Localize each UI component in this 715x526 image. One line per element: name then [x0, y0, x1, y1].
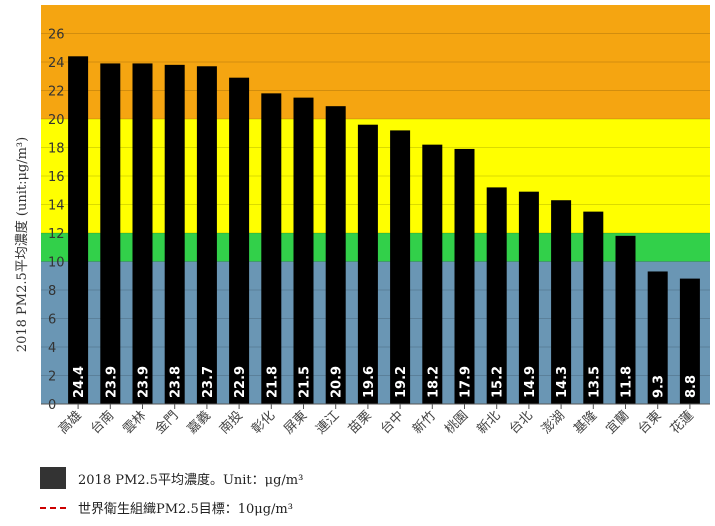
bars	[68, 56, 700, 405]
legend-label-bar-series: 2018 PM2.5平均濃度。Unit：μg/m³	[78, 472, 304, 488]
bar-宜蘭[interactable]	[615, 235, 636, 404]
bar-新竹[interactable]	[422, 144, 443, 404]
x-tick-label: 高雄	[55, 408, 85, 438]
bar-基隆[interactable]	[583, 211, 604, 404]
x-tick-label: 桃園	[442, 408, 471, 437]
bar-value-label: 15.2	[491, 366, 506, 398]
x-tick-label: 台南	[87, 408, 117, 438]
x-tick-label: 苗栗	[346, 408, 375, 437]
x-tick-label: 台北	[507, 408, 536, 437]
bar-台北[interactable]	[518, 191, 539, 404]
x-tick-label: 台中	[378, 408, 407, 437]
legend-label-who-target: 世界衛生組織PM2.5目標：10μg/m³	[78, 502, 293, 517]
bar-雲林[interactable]	[132, 63, 153, 405]
bar-南投[interactable]	[229, 77, 250, 405]
x-tick-label: 南投	[216, 408, 246, 438]
y-tick-label: 4	[48, 341, 56, 356]
legend-swatch-dash	[40, 506, 66, 509]
bar-value-label: 9.3	[652, 375, 667, 398]
y-tick-label: 0	[48, 398, 56, 413]
y-tick-label: 10	[48, 256, 65, 271]
legend-item-bar-series[interactable]: 2018 PM2.5平均濃度。Unit：μg/m³	[40, 467, 303, 489]
y-tick-label: 20	[48, 113, 65, 128]
bar-連江[interactable]	[325, 106, 346, 405]
bar-value-label: 23.9	[104, 366, 119, 398]
bar-嘉義[interactable]	[196, 66, 217, 405]
x-tick-label: 基隆	[571, 408, 600, 437]
x-tick-label: 金門	[152, 408, 182, 438]
bar-台東[interactable]	[647, 271, 668, 404]
bar-桃園[interactable]	[454, 148, 475, 404]
x-tick-label: 新北	[474, 408, 504, 438]
legend-swatch-box	[40, 467, 66, 489]
bar-金門[interactable]	[164, 64, 185, 404]
bar-value-label: 17.9	[459, 366, 474, 398]
bar-value-label: 14.9	[523, 366, 538, 398]
y-axis-label: 2018 PM2.5平均濃度 (unit:μg/m³)	[14, 137, 30, 352]
y-tick-label: 12	[48, 227, 65, 242]
bar-value-label: 20.9	[330, 366, 345, 398]
x-tick-label: 花蓮	[667, 408, 697, 438]
x-tick-label: 澎湖	[539, 408, 568, 437]
bar-value-label: 19.6	[362, 366, 377, 398]
x-tick-label: 台東	[635, 408, 665, 438]
bar-value-label: 14.3	[555, 366, 570, 398]
bar-高雄[interactable]	[68, 56, 89, 405]
y-tick-label: 24	[48, 56, 65, 71]
bar-value-label: 22.9	[233, 366, 248, 398]
y-tick-label: 8	[48, 284, 56, 299]
bar-value-label: 23.9	[137, 366, 152, 398]
bar-value-label: 21.5	[298, 366, 313, 398]
legend-item-who-target[interactable]: 世界衛生組織PM2.5目標：10μg/m³	[40, 498, 293, 517]
x-tick-label: 嘉義	[184, 408, 214, 438]
bar-台中[interactable]	[390, 130, 411, 404]
bar-value-label: 8.8	[684, 375, 699, 398]
bar-台南[interactable]	[100, 63, 121, 405]
bar-value-label: 13.5	[587, 366, 602, 398]
bar-澎湖[interactable]	[551, 200, 572, 404]
x-tick-label: 宜蘭	[603, 408, 633, 438]
bar-花蓮[interactable]	[679, 278, 700, 404]
bar-value-label: 23.7	[201, 366, 216, 398]
y-tick-label: 22	[48, 85, 65, 100]
bar-屏東[interactable]	[293, 97, 314, 404]
bar-苗栗[interactable]	[357, 124, 378, 404]
bar-value-labels: 24.4 23.9 23.9 23.8 23.7 22.9 21.8 21.5 20.9 19.6…	[72, 366, 699, 398]
y-tick-label: 18	[48, 142, 65, 157]
bar-value-label: 11.8	[620, 366, 635, 398]
x-tick-label: 屏東	[281, 408, 311, 438]
bar-新北[interactable]	[486, 187, 507, 404]
bar-value-label: 21.8	[265, 366, 280, 398]
y-tick-label: 2	[48, 370, 56, 385]
x-tick-label: 雲林	[120, 408, 149, 437]
bar-value-label: 23.8	[169, 366, 184, 398]
bar-value-label: 24.4	[72, 366, 87, 398]
y-tick-label: 26	[48, 28, 65, 43]
y-tick-label: 16	[48, 170, 65, 185]
x-axis-ticks: 高雄 台南 雲林 金門 嘉義 南投 彰化 屏東 連江 苗栗 台中 新竹 桃園 新北 台北 澎湖 基隆 宜蘭 台東 花蓮	[55, 404, 697, 437]
y-tick-label: 6	[48, 313, 56, 328]
bar-value-label: 18.2	[426, 366, 441, 398]
bar-彰化[interactable]	[261, 93, 282, 404]
x-tick-label: 新竹	[409, 408, 439, 438]
x-tick-label: 連江	[314, 408, 343, 437]
y-tick-label: 14	[48, 199, 65, 214]
bar-value-label: 19.2	[394, 366, 409, 398]
x-tick-label: 彰化	[248, 408, 278, 438]
